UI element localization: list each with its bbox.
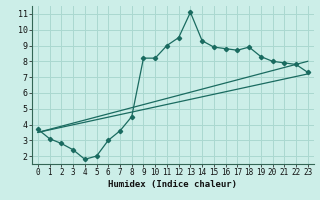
- X-axis label: Humidex (Indice chaleur): Humidex (Indice chaleur): [108, 180, 237, 189]
